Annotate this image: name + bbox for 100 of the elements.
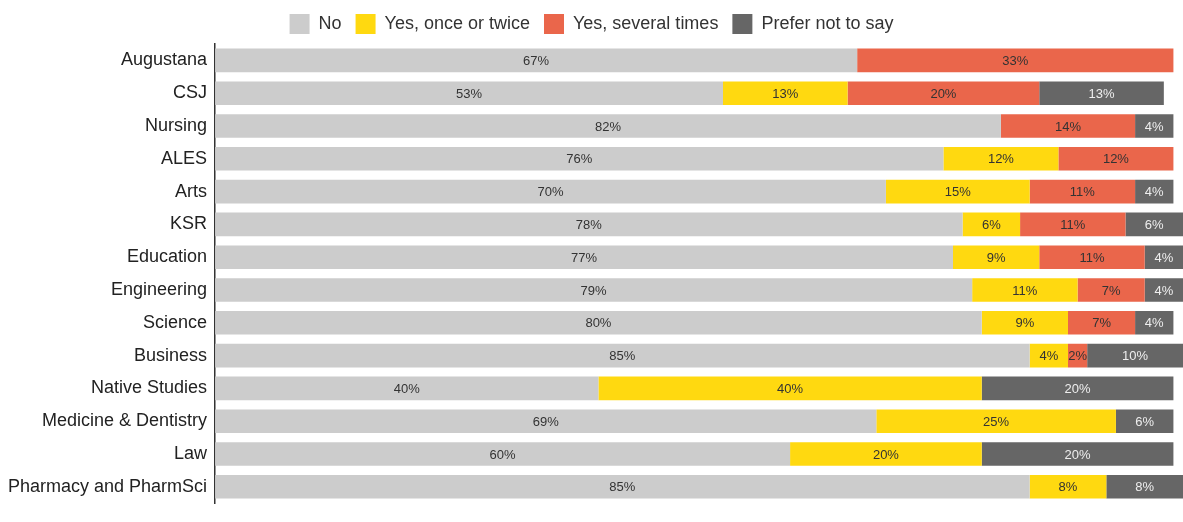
bar	[215, 343, 1030, 368]
data-label: 4%	[1144, 184, 1165, 200]
y-tick-label: Education	[127, 246, 208, 267]
bar	[215, 114, 1001, 138]
y-tick-label: CSJ	[173, 82, 208, 103]
data-label: 4%	[1154, 249, 1174, 265]
bar	[215, 81, 723, 106]
data-label: 8%	[1135, 479, 1155, 495]
bar	[215, 278, 973, 302]
data-label: 76%	[566, 151, 593, 167]
legend-label: Yes, once or twice	[384, 12, 530, 33]
legend-label: Yes, several times	[572, 12, 719, 33]
bar	[981, 376, 1174, 401]
y-tick-label: Business	[134, 344, 208, 365]
data-label: 25%	[983, 413, 1010, 429]
data-label: 13%	[772, 85, 799, 101]
bar	[215, 310, 982, 335]
bar	[953, 245, 1040, 270]
bar	[876, 409, 1116, 434]
data-label: 6%	[1144, 216, 1165, 232]
data-label: 53%	[456, 85, 483, 101]
data-label: 12%	[1102, 151, 1130, 167]
data-label: 82%	[594, 118, 622, 134]
data-label: 4%	[1144, 315, 1165, 331]
legend-label: No	[318, 12, 342, 33]
y-tick-label: Nursing	[145, 114, 208, 135]
bar	[1087, 343, 1183, 368]
bar	[790, 442, 982, 466]
bar	[1039, 81, 1164, 106]
data-label: 7%	[1101, 282, 1121, 298]
data-label: 20%	[872, 446, 900, 462]
data-label: 11%	[1060, 216, 1086, 232]
data-label: 60%	[489, 446, 517, 462]
data-label: 33%	[1002, 52, 1029, 68]
y-tick-label: Science	[143, 311, 208, 332]
data-label: 79%	[580, 282, 608, 298]
bar	[215, 179, 886, 204]
data-label: 85%	[609, 348, 636, 364]
bar	[215, 474, 1030, 499]
data-label: 7%	[1092, 315, 1112, 331]
bar	[1115, 409, 1174, 434]
bar	[1039, 245, 1145, 270]
y-tick-label: Native Studies	[91, 377, 208, 398]
bar	[1077, 278, 1145, 302]
bar	[1020, 212, 1126, 237]
y-tick-label: Augustana	[121, 49, 209, 70]
bar	[215, 146, 944, 171]
legend-label: Prefer not to say	[761, 12, 894, 33]
bar	[847, 81, 1040, 106]
data-label: 4%	[1154, 282, 1174, 298]
bar	[1029, 474, 1107, 499]
data-label: 70%	[537, 184, 564, 200]
data-label: 85%	[609, 479, 636, 495]
bar	[943, 146, 1059, 171]
y-tick-label: Law	[174, 442, 209, 463]
y-tick-label: Engineering	[111, 278, 208, 299]
bar	[981, 310, 1068, 335]
bar	[981, 442, 1174, 466]
bar	[857, 48, 1174, 73]
y-tick-label: ALES	[161, 147, 208, 168]
bar	[215, 376, 599, 401]
data-label: 78%	[575, 216, 603, 232]
bar	[215, 48, 858, 73]
data-label: 9%	[1015, 315, 1035, 331]
data-label: 2%	[1068, 348, 1088, 364]
bar	[215, 442, 791, 466]
bar	[723, 81, 848, 106]
data-label: 77%	[571, 249, 598, 265]
data-label: 67%	[523, 52, 550, 68]
data-label: 8%	[1058, 479, 1078, 495]
data-label: 20%	[1064, 380, 1092, 396]
data-label: 15%	[944, 184, 972, 200]
data-label: 40%	[393, 380, 421, 396]
data-label: 11%	[1079, 249, 1105, 265]
bar	[885, 179, 1030, 204]
data-label: 12%	[987, 151, 1015, 167]
data-label: 4%	[1144, 118, 1165, 134]
bar	[598, 376, 982, 401]
data-label: 4%	[1039, 348, 1059, 364]
data-label: 13%	[1088, 85, 1115, 101]
bar	[215, 409, 877, 434]
data-label: 14%	[1054, 118, 1082, 134]
bar	[215, 212, 963, 237]
bar	[215, 245, 953, 270]
bar	[1058, 146, 1174, 171]
y-tick-label: KSR	[170, 213, 208, 234]
data-label: 80%	[585, 315, 612, 331]
data-label: 20%	[1064, 446, 1092, 462]
data-label: 11%	[1012, 282, 1038, 298]
y-tick-label: Medicine & Dentistry	[42, 410, 208, 431]
y-tick-label: Arts	[175, 180, 208, 201]
data-label: 6%	[981, 216, 1002, 232]
bar	[1029, 179, 1136, 204]
data-label: 40%	[777, 380, 804, 396]
bar	[1068, 310, 1136, 335]
data-label: 9%	[986, 249, 1006, 265]
data-label: 6%	[1135, 413, 1155, 429]
data-label: 10%	[1122, 348, 1149, 364]
bar	[1000, 114, 1136, 138]
bar	[972, 278, 1078, 302]
